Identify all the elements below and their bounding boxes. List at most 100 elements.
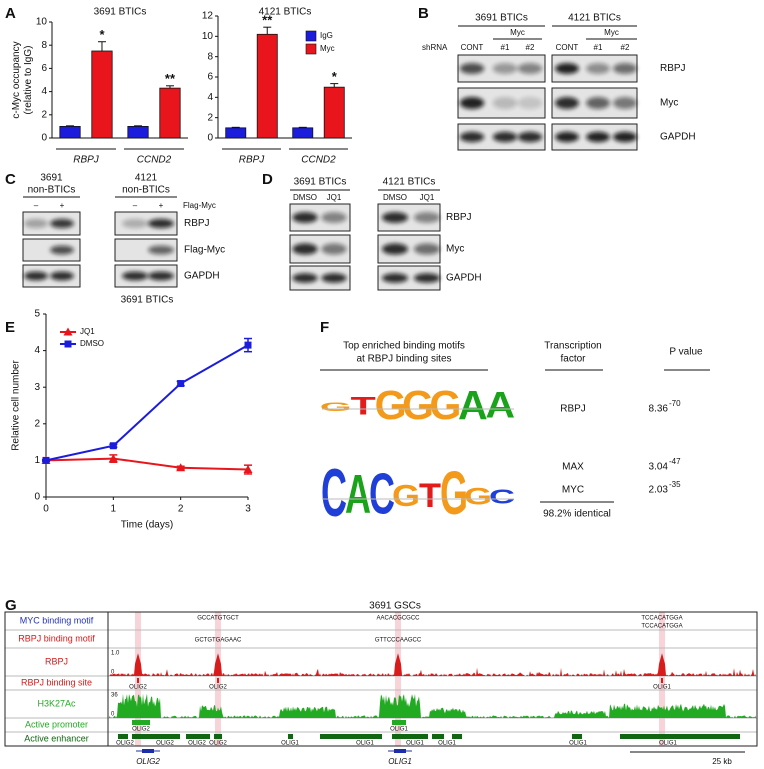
y-axis-label-line: (relative to IgG) [23, 46, 34, 115]
blot-band [517, 131, 543, 143]
h3k27ac-signal [109, 693, 756, 718]
blot-band [555, 63, 579, 74]
bar [225, 127, 247, 139]
marker [177, 380, 185, 388]
enhancer [620, 734, 740, 739]
marker [42, 456, 50, 464]
blot-band [321, 243, 347, 255]
logo-letter: G [375, 382, 407, 428]
legend-swatch [305, 43, 317, 55]
bar [292, 127, 314, 139]
lane-label: CONT [461, 43, 484, 52]
lane-label: #1 [594, 43, 603, 52]
logo-letter: C [369, 462, 395, 527]
blot-row-label: Flag-Myc [184, 245, 225, 256]
p-exponent: -35 [669, 480, 681, 489]
marker [108, 454, 118, 463]
lane-label: DMSO [383, 193, 407, 202]
panel-label: E [5, 319, 15, 336]
y-tick-label: 2 [207, 112, 213, 123]
marker [244, 341, 252, 349]
table-header: P value [669, 347, 703, 358]
significance: ** [165, 71, 176, 86]
enhancer [320, 734, 382, 739]
bar [323, 86, 345, 139]
p-value: 8.36 [649, 404, 669, 415]
panel-label: B [418, 5, 429, 22]
blot-row-label: GAPDH [446, 273, 482, 284]
marker [243, 465, 253, 474]
blot-band [459, 131, 485, 143]
significance: * [332, 69, 338, 84]
blot-band [24, 218, 48, 229]
chart-title: 3691 BTICs [94, 7, 147, 18]
y-tick-label: 5 [34, 309, 40, 320]
blot-band [147, 271, 175, 281]
binding-site [661, 678, 663, 683]
y-tick-label: 4 [207, 92, 213, 103]
enhancer-label: OLIG1 [406, 741, 424, 747]
logo-letter: A [485, 386, 515, 427]
motif-sequence: GCTGTGAGAAC [195, 638, 242, 644]
factor: MAX [562, 462, 584, 473]
x-tick-label: CCND2 [301, 155, 336, 166]
y-tick-label: 8 [41, 40, 47, 51]
enhancer [118, 734, 128, 739]
motif-logo: CACG T GGC [321, 455, 515, 531]
promoter [132, 720, 150, 725]
y-tick-label: 1 [34, 455, 40, 466]
binding-site [217, 678, 219, 683]
panel-label: D [262, 171, 273, 188]
blot-subgroup: Myc [510, 28, 525, 37]
panel-label: C [5, 171, 16, 188]
track-label: RBPJ binding motif [18, 633, 95, 643]
blot-row-label: GAPDH [660, 132, 696, 143]
binding-site-label: OLIG1 [653, 685, 671, 691]
blot-title: 4121 BTICs [568, 13, 621, 24]
enhancer-label: OLIG1 [438, 741, 456, 747]
y-axis-label: Relative cell number [11, 360, 22, 451]
y-tick-label: 2 [34, 418, 40, 429]
blot-band [413, 243, 441, 255]
blot-title: 3691 BTICs [294, 177, 347, 188]
table-header: at RBPJ binding sites [356, 354, 451, 365]
legend-label: DMSO [80, 339, 104, 348]
y-tick-label: 0 [41, 133, 47, 144]
binding-site-label: OLIG2 [129, 685, 147, 691]
promoter-label: OLIG2 [132, 727, 150, 733]
motif-sequence: TCCACATGGA [641, 624, 682, 630]
enhancer [132, 734, 180, 739]
motif-sequence: GTTCCCAAGCC [375, 638, 422, 644]
logo-letter: G [464, 483, 492, 510]
enhancer-label: OLIG1 [659, 741, 677, 747]
legend-swatch [305, 30, 317, 42]
x-tick-label: 1 [111, 504, 117, 515]
blot-band [321, 212, 347, 223]
track-label: H3K27Ac [37, 698, 76, 708]
logo-letter: A [458, 382, 488, 428]
lane-label: JQ1 [420, 193, 435, 202]
blot-band [147, 245, 175, 255]
blot-band [50, 271, 74, 281]
blot-band [555, 131, 579, 143]
series-line [45, 457, 249, 471]
browser-frame [4, 611, 758, 747]
enhancer-label: OLIG2 [156, 741, 174, 747]
logo-letter: A [345, 463, 371, 524]
y-tick-label: 2 [41, 109, 47, 120]
blot-band [613, 97, 637, 109]
enhancer [432, 734, 444, 739]
factor: MYC [562, 485, 584, 496]
lane-label: – [133, 201, 138, 210]
marker [109, 442, 117, 450]
y-tick-label: 4 [41, 86, 47, 97]
note: 98.2% identical [543, 509, 611, 520]
enhancer [288, 734, 293, 739]
logo-letter: T [351, 393, 377, 421]
blot-band [381, 243, 409, 255]
blot-band [381, 212, 409, 223]
logo-letter: G [402, 382, 434, 428]
legend-marker [63, 327, 73, 336]
enhancer [214, 734, 222, 739]
blot-band [492, 131, 518, 143]
